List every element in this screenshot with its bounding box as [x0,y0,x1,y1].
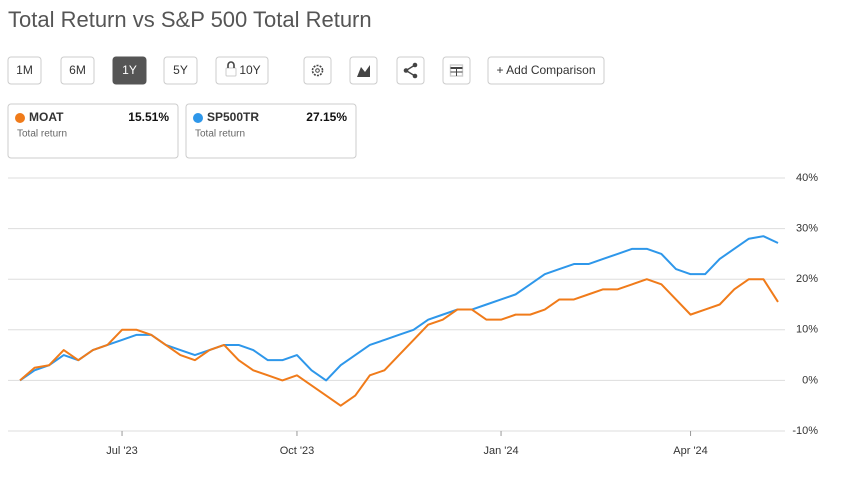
series-line [19,235,779,382]
x-tick-label: Jul '23 [106,445,137,457]
period-button[interactable]: 1Y [112,56,147,85]
y-tick-label: 10% [796,324,818,336]
button-label: 1Y [122,63,137,77]
x-tick-label: Oct '23 [280,445,315,457]
page-title: Total Return vs S&P 500 Total Return [8,7,372,32]
y-tick-label: 0% [802,374,818,386]
period-button[interactable]: 6M [60,56,95,85]
legend-value: 15.51% [128,110,169,124]
x-tick-label: Apr '24 [673,445,708,457]
lock-icon [225,67,237,77]
series-line [19,278,779,407]
button-label: 5Y [173,63,188,77]
settings-button[interactable] [303,56,332,85]
period-button[interactable]: 1M [7,56,42,85]
legend-name: MOAT [29,110,64,124]
button-frame [7,56,42,85]
share-button[interactable] [396,56,425,85]
legend-card [185,103,357,159]
y-tick-label: -10% [792,425,818,437]
legend-dot [15,113,25,123]
button-label: 10Y [239,63,260,77]
x-tick-label: Jan '24 [483,445,518,457]
y-tick-label: 40% [796,172,818,184]
button-frame [60,56,95,85]
add-comparison-label: + Add Comparison [496,63,595,77]
button-label: 6M [69,63,86,77]
button-frame [163,56,198,85]
legend-value: 27.15% [306,110,347,124]
period-button[interactable]: 5Y [163,56,198,85]
table-button[interactable] [442,56,471,85]
lock-shackle [227,61,235,68]
legend-subtitle: Total return [195,129,245,140]
chart-type-button[interactable] [349,56,378,85]
button-frame [112,56,147,85]
period-button[interactable]: 10Y [215,56,269,85]
y-tick-label: 20% [796,273,818,285]
button-label: 1M [16,63,33,77]
legend-card [7,103,179,159]
y-tick-label: 30% [796,223,818,235]
legend-name: SP500TR [207,110,259,124]
legend-dot [193,113,203,123]
add-comparison-button[interactable]: + Add Comparison [487,56,605,85]
legend-subtitle: Total return [17,129,67,140]
